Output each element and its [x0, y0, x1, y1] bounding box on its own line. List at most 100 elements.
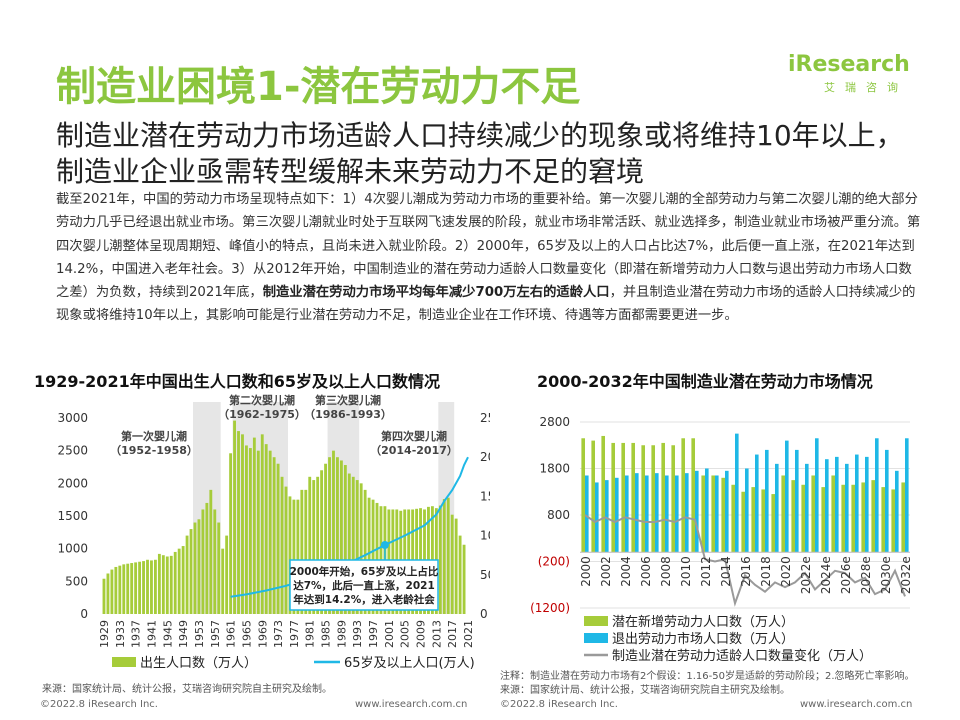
- x-tick-label: 1933: [114, 620, 127, 648]
- footer-copyright-right: ©2022.8 iResearch Inc.: [500, 699, 618, 710]
- body-text-post: ，并且制造业潜在劳动力市场的适龄人口持续减少的现象或将维持10年以上，其影响可能…: [56, 285, 916, 324]
- birth-bar: [347, 473, 351, 614]
- birth-bar: [197, 519, 201, 614]
- birth-bar: [177, 548, 181, 614]
- birth-bar: [264, 444, 268, 614]
- birth-bar: [284, 486, 288, 614]
- exit-labor-bar: [705, 468, 709, 553]
- labor-change-line: [584, 514, 906, 607]
- birth-bar: [438, 505, 442, 614]
- birth-bar: [173, 551, 177, 614]
- exit-labor-bar: [675, 475, 679, 553]
- birth-bar: [217, 522, 221, 614]
- birth-bar: [118, 565, 122, 614]
- new-labor-bar: [751, 487, 755, 553]
- new-labor-bar: [621, 442, 625, 553]
- birth-bar: [193, 522, 197, 614]
- birth-bar: [134, 562, 138, 614]
- exit-labor-bar: [615, 477, 619, 553]
- legend-label-elderly: 65岁及以上人口(万人): [344, 656, 475, 671]
- body-text-pre: 截至2021年，中国的劳动力市场呈现特点如下：1）4次婴儿潮成为劳动力市场的重要…: [56, 192, 921, 301]
- birth-bar: [450, 514, 454, 614]
- new-labor-bar: [631, 442, 635, 553]
- left-y-tick: 2000: [57, 476, 88, 490]
- birth-bar: [312, 480, 316, 614]
- exit-labor-bar: [775, 463, 779, 553]
- exit-labor-bar: [635, 473, 639, 553]
- x-tick-label: 1941: [145, 620, 158, 648]
- iresearch-logo: iResearch 艾瑞咨询: [788, 52, 910, 108]
- birth-bar: [181, 546, 185, 614]
- right-chart-title: 2000-2032年中国制造业潜在劳动力市场情况: [537, 372, 873, 391]
- logo-wordmark: iResearch: [788, 52, 910, 77]
- exit-labor-bar: [885, 449, 889, 553]
- x-tick-label: 2021: [462, 620, 475, 648]
- exit-labor-bar: [645, 475, 649, 553]
- exit-labor-bar: [785, 440, 789, 553]
- band-range-label: （1986-1993）: [304, 408, 392, 421]
- birth-bar: [332, 450, 335, 614]
- x-tick-label: 1993: [351, 620, 364, 648]
- annotation-text: 年达到14.2%，进入老龄社会: [293, 593, 435, 606]
- exit-labor-bar: [835, 456, 839, 553]
- birth-bar: [359, 483, 363, 614]
- annotation-text: 2000年开始，65岁及以上占比: [290, 565, 439, 578]
- x-tick-label: 1981: [304, 620, 317, 648]
- page-subtitle: 制造业潜在劳动力市场适龄人口持续减少的现象或将维持10年以上，制造业企业亟需转型…: [56, 119, 904, 188]
- new-labor-bar: [701, 475, 705, 553]
- birth-bar: [245, 445, 248, 614]
- x-tick-label: 1977: [288, 620, 301, 648]
- legend-label-births: 出生人口数（万人）: [140, 656, 257, 671]
- x-tick-label: 2009: [415, 620, 428, 648]
- footer-url-left[interactable]: www.iresearch.com.cn: [355, 699, 468, 710]
- x-tick-label: 2012: [699, 556, 713, 587]
- new-labor-bar: [821, 487, 825, 553]
- birth-bar: [138, 561, 142, 614]
- left-y-tick: 3000: [57, 411, 88, 425]
- exit-labor-bar: [815, 438, 819, 553]
- band-label: 第四次婴儿潮: [381, 429, 447, 443]
- birth-bar: [442, 499, 446, 614]
- exit-labor-bar: [805, 463, 809, 553]
- birth-bar: [280, 476, 284, 614]
- y-tick-label: 800: [547, 508, 570, 522]
- birth-bar: [296, 499, 300, 614]
- birth-bar: [225, 535, 229, 614]
- x-tick-label: 2005: [399, 620, 412, 648]
- x-tick-label: 2013: [430, 620, 443, 648]
- birth-bar: [256, 450, 260, 614]
- exit-labor-bar: [655, 473, 659, 553]
- new-labor-bar: [811, 475, 815, 553]
- exit-labor-bar: [845, 463, 849, 553]
- right-y-tick: 20000: [480, 450, 490, 464]
- birth-bar: [304, 489, 308, 614]
- exit-labor-bar: [715, 475, 719, 553]
- new-labor-bar: [901, 482, 905, 553]
- new-labor-bar: [871, 480, 875, 553]
- x-tick-label: 1945: [161, 620, 174, 648]
- x-tick-label: 2018: [759, 556, 773, 587]
- new-labor-bar: [781, 475, 785, 553]
- exit-labor-bar: [855, 454, 859, 553]
- y-tick-label: 1800: [539, 462, 570, 476]
- birth-bar: [336, 457, 339, 614]
- birth-bar: [292, 499, 296, 614]
- birth-bar: [153, 559, 157, 614]
- x-tick-label: 2008: [659, 556, 673, 587]
- body-text-highlight: 制造业潜在劳动力市场平均每年减少700万左右的适龄人口: [262, 285, 610, 301]
- footer-url-right[interactable]: www.iresearch.com.cn: [800, 699, 913, 710]
- birth-bar: [316, 476, 320, 614]
- exit-labor-bar: [795, 449, 799, 553]
- birth-bar: [110, 569, 114, 614]
- x-tick-label: 2028e: [859, 556, 873, 594]
- left-y-tick: 500: [65, 574, 88, 588]
- band-label: 第三次婴儿潮: [315, 393, 381, 407]
- band-range-label: （2014-2017）: [370, 444, 458, 457]
- exit-labor-bar: [755, 454, 759, 553]
- birth-bar: [355, 480, 359, 614]
- right-y-tick: 25000: [480, 411, 490, 425]
- birth-bar: [122, 564, 126, 614]
- exit-labor-bar: [585, 475, 589, 553]
- birth-bar: [276, 463, 280, 614]
- birth-bar: [320, 470, 324, 614]
